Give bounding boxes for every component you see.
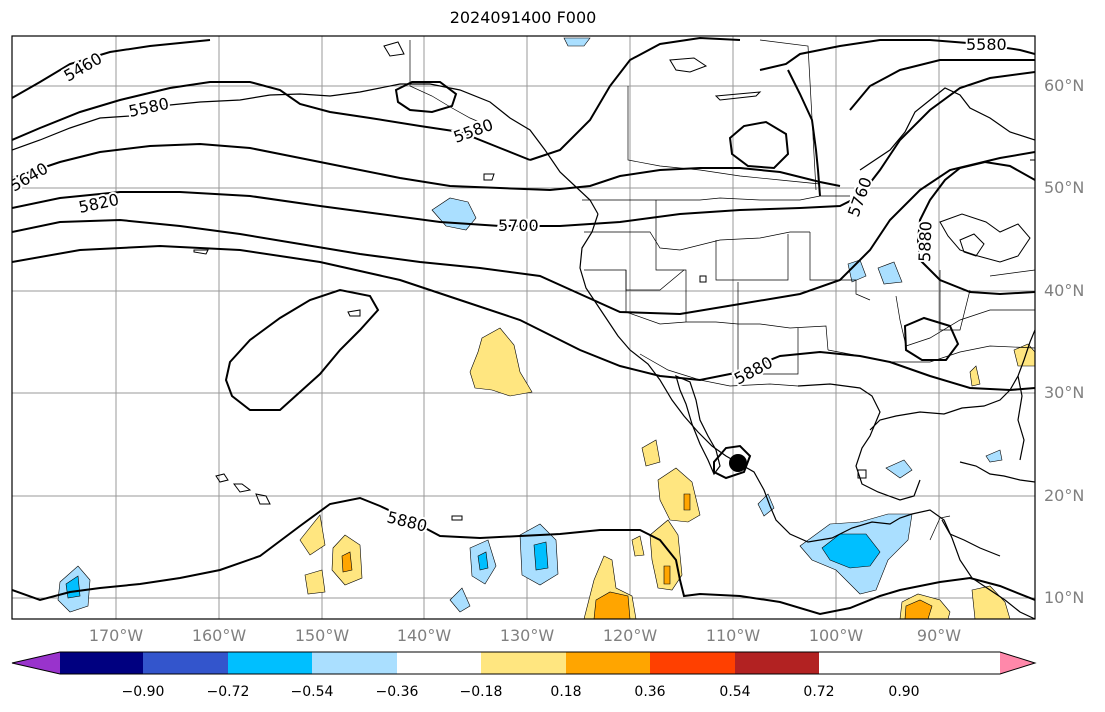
colorbar-segment	[735, 652, 819, 674]
lon-label: 140°W	[396, 626, 452, 645]
lon-label: 90°W	[916, 626, 962, 645]
cyclone-marker	[729, 454, 747, 472]
colorbar-segment	[312, 652, 397, 674]
pos-area	[971, 585, 1011, 619]
pos-area	[904, 599, 933, 619]
contour-label: 5580	[127, 94, 171, 121]
lon-label: 100°W	[808, 626, 864, 645]
pos-area	[683, 493, 691, 511]
colorbar-tick: −0.54	[290, 684, 334, 700]
lon-label: 130°W	[499, 626, 555, 645]
colorbar-tick: −0.36	[375, 684, 419, 700]
neg-area	[821, 533, 881, 569]
contour-label: 5460	[61, 49, 106, 86]
lon-label: 170°W	[88, 626, 144, 645]
lat-label: 50°N	[1044, 178, 1085, 197]
neg-area	[449, 587, 471, 613]
colorbar-tick: −0.90	[121, 684, 165, 700]
lat-label: 20°N	[1044, 486, 1085, 505]
pos-area	[469, 327, 533, 397]
pos-area	[641, 439, 661, 467]
map-area: 5460 5580 5640 5820 5580 5700 5760 5880 …	[7, 35, 1035, 619]
borders	[409, 39, 1035, 541]
pos-area	[631, 535, 645, 557]
colorbar-extend-high	[1000, 652, 1035, 674]
pos-area	[969, 365, 981, 387]
colorbar-tick: −0.72	[206, 684, 250, 700]
colorbar-tick: 0.36	[634, 684, 666, 700]
neg-area	[431, 197, 477, 231]
pos-area	[341, 551, 353, 573]
pos-area	[304, 569, 326, 595]
colorbar-tick: 0.18	[550, 684, 582, 700]
contour-label: 5700	[498, 216, 539, 235]
lon-label: 120°W	[602, 626, 658, 645]
colorbar-segment	[60, 652, 143, 674]
pos-area	[649, 519, 683, 591]
neg-area	[477, 551, 489, 571]
colorbar-segment	[397, 652, 481, 674]
neg-area	[885, 459, 913, 479]
neg-area	[985, 449, 1003, 463]
map-title: 2024091400 F000	[449, 8, 597, 27]
pos-area	[657, 467, 701, 523]
neg-area	[757, 493, 775, 517]
colorbar-tick: 0.90	[888, 684, 920, 700]
neg-area	[847, 259, 867, 283]
pos-area	[1013, 343, 1035, 367]
neg-area	[533, 541, 549, 571]
lat-label: 60°N	[1044, 76, 1085, 95]
lon-label: 110°W	[705, 626, 761, 645]
colorbar-segment	[228, 652, 312, 674]
neg-area	[563, 37, 591, 47]
colorbar-segment	[481, 652, 566, 674]
lat-label: 10°N	[1044, 588, 1085, 607]
contour-label: 5820	[77, 190, 121, 217]
lon-label: 150°W	[294, 626, 350, 645]
colorbar-extend-low	[12, 652, 60, 674]
colorbar	[12, 652, 1035, 674]
lon-label: 160°W	[191, 626, 247, 645]
contour-labels: 5460 5580 5640 5820 5580 5700 5760 5880 …	[7, 35, 1009, 538]
contour-label: 5760	[844, 175, 876, 220]
colorbar-tick: 0.72	[803, 684, 835, 700]
contour-label: 5580	[451, 115, 496, 147]
height-contours	[12, 36, 1035, 616]
contour-label: 5640	[7, 159, 52, 196]
colorbar-tick: −0.18	[459, 684, 503, 700]
lakes-islands	[193, 41, 1035, 521]
contour-label: 5880	[385, 507, 429, 535]
colorbar-segment	[566, 652, 650, 674]
pos-area	[299, 514, 326, 556]
colorbar-segment	[650, 652, 735, 674]
colorbar-tick: 0.54	[719, 684, 751, 700]
neg-area	[877, 261, 903, 285]
colorbar-outline	[11, 651, 1037, 675]
map-frame	[11, 35, 1036, 620]
contour-label: 5880	[915, 221, 935, 262]
lat-label: 40°N	[1044, 281, 1085, 300]
colorbar-segment	[143, 652, 228, 674]
pos-area	[663, 565, 671, 585]
lat-label: 30°N	[1044, 383, 1085, 402]
anomaly-shading	[57, 37, 1035, 619]
graticule	[12, 36, 1035, 619]
pos-area	[593, 591, 631, 619]
contour-label: 5580	[966, 35, 1007, 54]
